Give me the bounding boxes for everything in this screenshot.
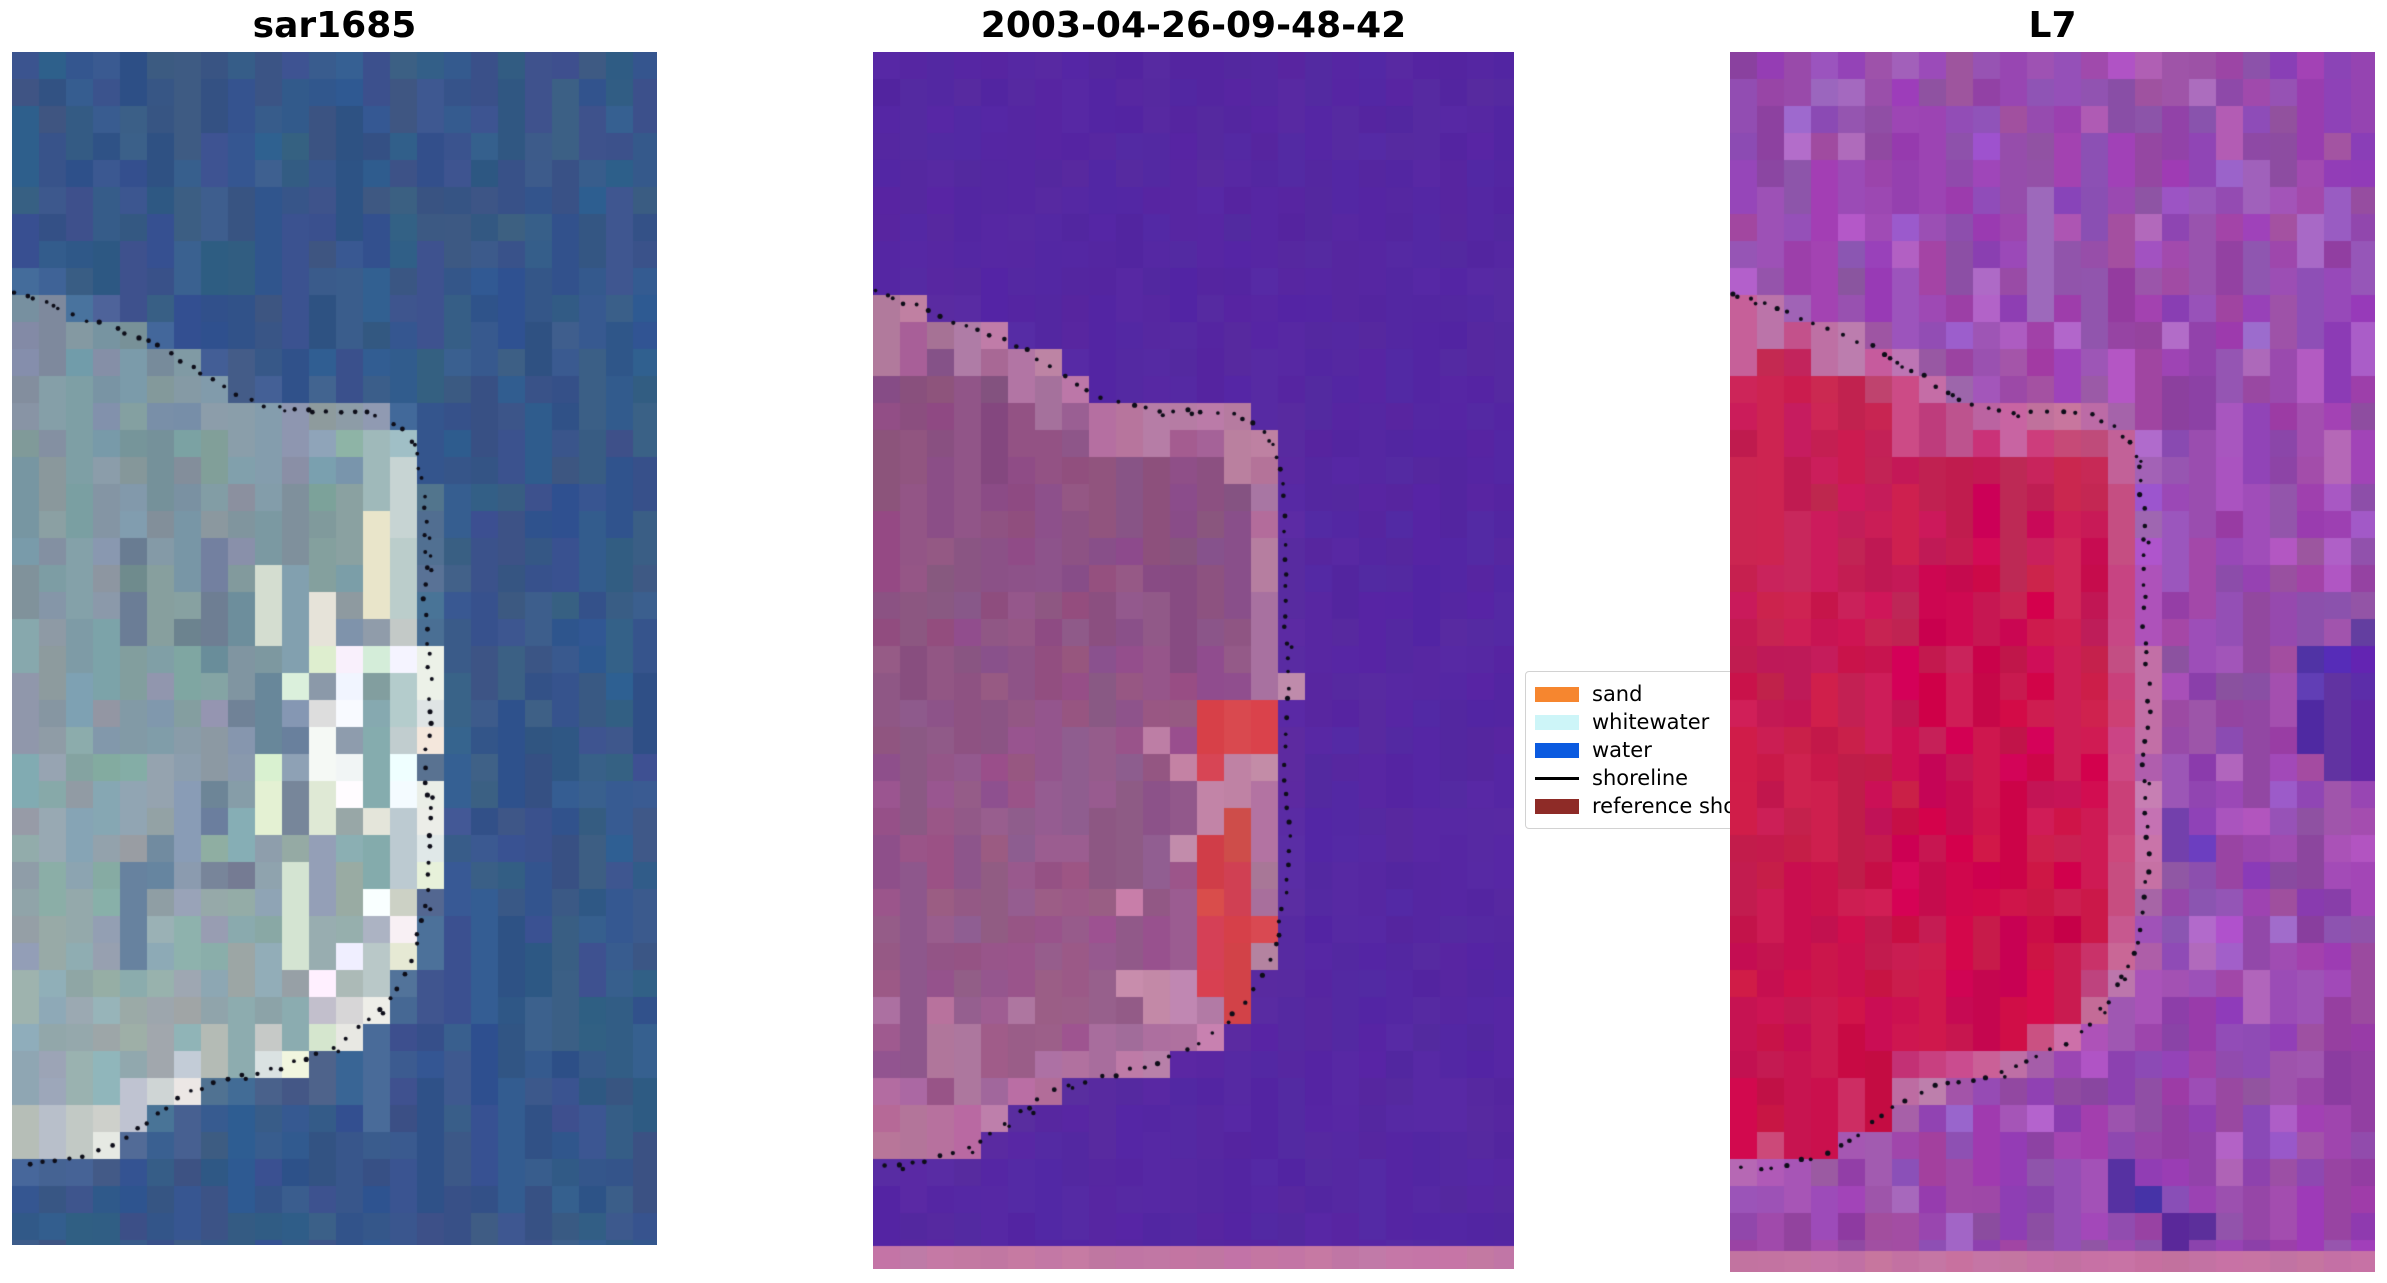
legend-label-whitewater: whitewater [1592, 710, 1710, 734]
reference-shoreline-swatch [1535, 798, 1579, 814]
water-swatch [1535, 742, 1579, 758]
legend-entry-sand: sand [1535, 680, 1775, 708]
shoreline-line-swatch [1535, 776, 1579, 780]
l7-image-panel [1730, 52, 2375, 1272]
legend-entry-water: water [1535, 736, 1775, 764]
legend-label-sand: sand [1592, 682, 1643, 706]
classified-image-panel [873, 52, 1514, 1269]
panel-title-l7: L7 [2028, 5, 2077, 46]
sand-swatch [1535, 686, 1579, 702]
legend-label-shoreline: shoreline [1592, 766, 1689, 790]
legend-entry-whitewater: whitewater [1535, 708, 1775, 736]
whitewater-swatch [1535, 714, 1579, 730]
legend-label-water: water [1592, 738, 1652, 762]
panel-title-timestamp: 2003-04-26-09-48-42 [980, 5, 1407, 46]
sar-image-panel [12, 52, 657, 1245]
panel-title-sar1685: sar1685 [252, 5, 417, 46]
legend-entry-shoreline: shoreline [1535, 764, 1775, 792]
